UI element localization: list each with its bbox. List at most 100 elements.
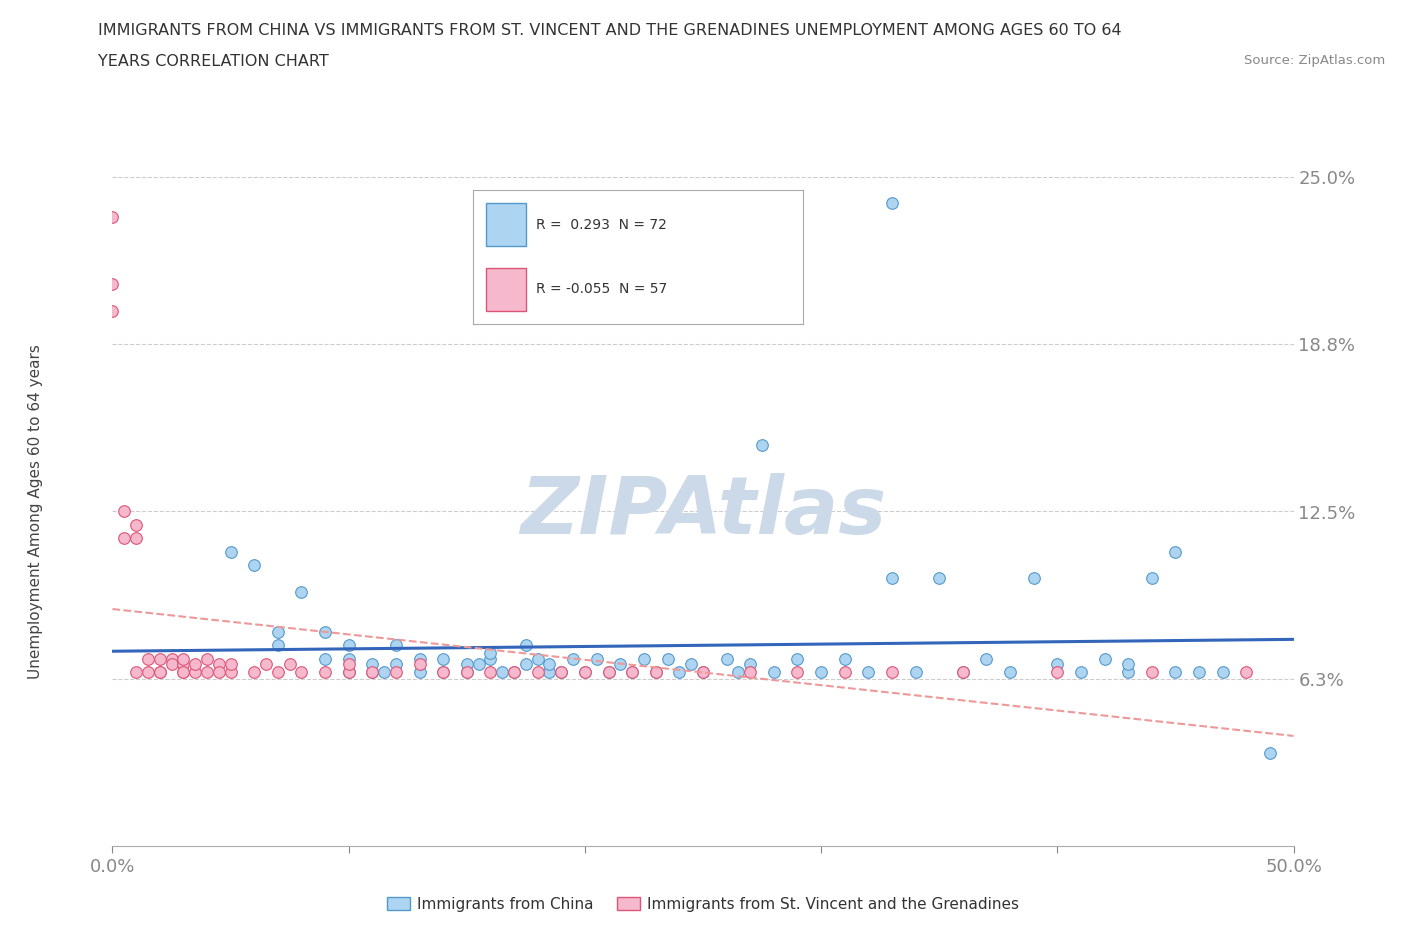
Point — [952, 665, 974, 680]
Point — [1022, 571, 1045, 586]
Point — [692, 665, 714, 680]
Point — [172, 665, 194, 680]
Point — [585, 651, 607, 666]
Point — [976, 651, 998, 666]
Point — [408, 665, 430, 680]
Text: ZIPAtlas: ZIPAtlas — [520, 472, 886, 551]
Point — [149, 665, 172, 680]
Point — [172, 665, 194, 680]
Point — [716, 651, 738, 666]
Point — [172, 651, 194, 666]
Text: Unemployment Among Ages 60 to 64 years: Unemployment Among Ages 60 to 64 years — [28, 344, 42, 679]
Point — [208, 665, 231, 680]
Point — [1234, 665, 1257, 680]
Point — [112, 531, 135, 546]
Point — [1188, 665, 1211, 680]
Point — [751, 437, 773, 452]
Point — [858, 665, 880, 680]
Point — [786, 665, 808, 680]
Point — [408, 651, 430, 666]
Point — [432, 665, 454, 680]
Text: IMMIGRANTS FROM CHINA VS IMMIGRANTS FROM ST. VINCENT AND THE GRENADINES UNEMPLOY: IMMIGRANTS FROM CHINA VS IMMIGRANTS FROM… — [98, 23, 1122, 38]
Point — [810, 665, 832, 680]
Point — [657, 651, 679, 666]
Point — [668, 665, 690, 680]
Point — [125, 531, 148, 546]
Point — [609, 657, 631, 671]
Point — [101, 276, 124, 291]
Point — [479, 665, 502, 680]
Point — [880, 196, 903, 211]
Point — [432, 651, 454, 666]
Point — [1140, 571, 1163, 586]
Point — [740, 657, 762, 671]
Point — [998, 665, 1021, 680]
Point — [101, 209, 124, 224]
Point — [834, 665, 856, 680]
Point — [243, 558, 266, 573]
Point — [112, 504, 135, 519]
Point — [195, 651, 218, 666]
Point — [361, 665, 384, 680]
Point — [219, 544, 242, 559]
Point — [290, 665, 312, 680]
Point — [1164, 544, 1187, 559]
Point — [337, 665, 360, 680]
Point — [952, 665, 974, 680]
Point — [503, 665, 526, 680]
Point — [1212, 665, 1234, 680]
Point — [621, 665, 644, 680]
Point — [136, 665, 159, 680]
Point — [598, 665, 620, 680]
Point — [1116, 665, 1139, 680]
Point — [385, 665, 408, 680]
Point — [880, 571, 903, 586]
Point — [208, 657, 231, 671]
Point — [526, 651, 548, 666]
Point — [125, 517, 148, 532]
Point — [160, 657, 183, 671]
Point — [479, 651, 502, 666]
Point — [408, 657, 430, 671]
Point — [904, 665, 927, 680]
Point — [562, 651, 585, 666]
Point — [172, 657, 194, 671]
Point — [337, 657, 360, 671]
Point — [149, 651, 172, 666]
Point — [1164, 665, 1187, 680]
Point — [149, 665, 172, 680]
Point — [456, 665, 478, 680]
Point — [1140, 665, 1163, 680]
Point — [1094, 651, 1116, 666]
Point — [574, 665, 596, 680]
Point — [160, 651, 183, 666]
Point — [1116, 657, 1139, 671]
Text: Source: ZipAtlas.com: Source: ZipAtlas.com — [1244, 54, 1385, 67]
Point — [290, 584, 312, 599]
Point — [491, 665, 513, 680]
Point — [644, 665, 666, 680]
Point — [762, 665, 785, 680]
Point — [692, 665, 714, 680]
Point — [195, 665, 218, 680]
Point — [740, 665, 762, 680]
Point — [278, 657, 301, 671]
Point — [361, 665, 384, 680]
Point — [136, 651, 159, 666]
Point — [503, 665, 526, 680]
Point — [467, 657, 489, 671]
Point — [727, 665, 749, 680]
Point — [385, 638, 408, 653]
Point — [538, 657, 561, 671]
Point — [314, 651, 336, 666]
Point — [219, 665, 242, 680]
Point — [267, 665, 290, 680]
Point — [644, 665, 666, 680]
Point — [633, 651, 655, 666]
Point — [337, 651, 360, 666]
Point — [456, 657, 478, 671]
Point — [598, 665, 620, 680]
Point — [526, 665, 548, 680]
Point — [337, 665, 360, 680]
Point — [456, 665, 478, 680]
